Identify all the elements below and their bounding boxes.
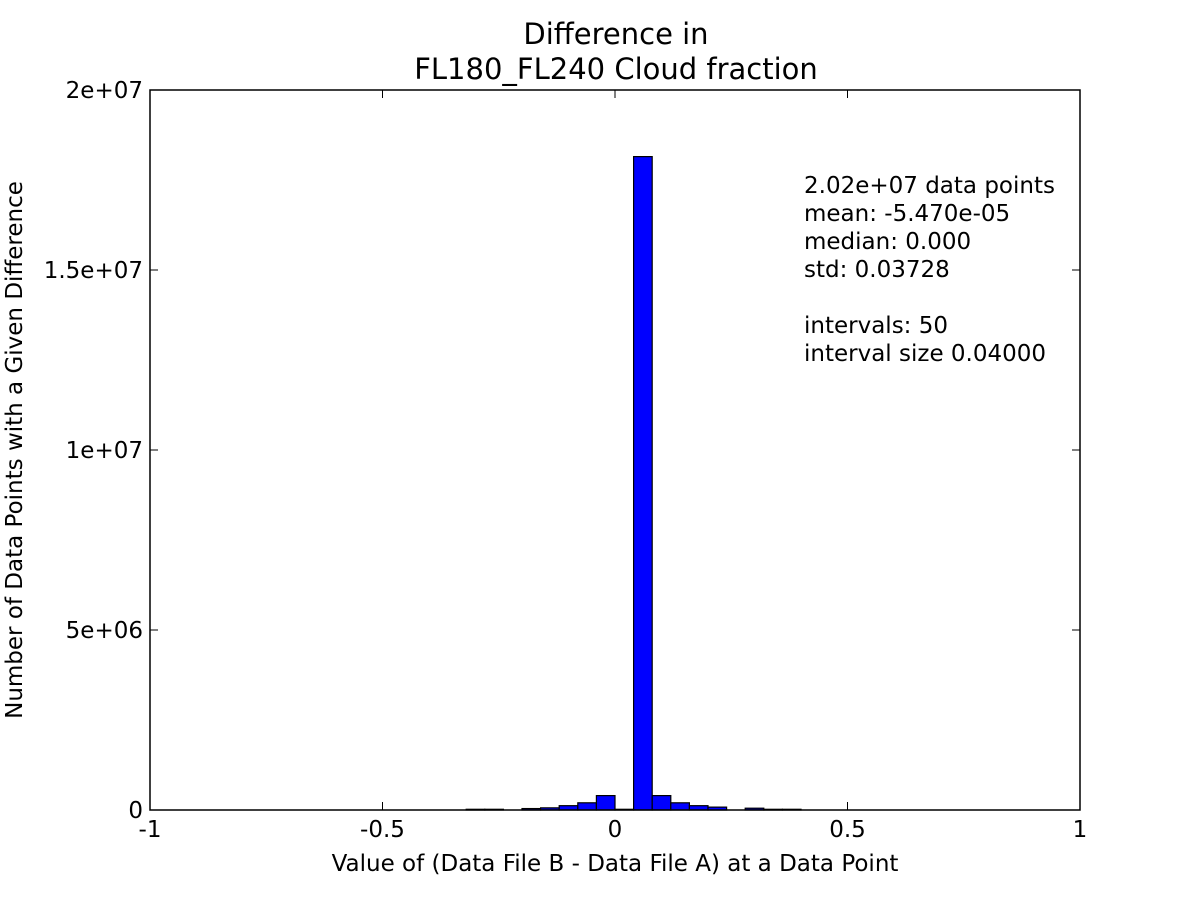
chart-title-line-2: FL180_FL240 Cloud fraction [414, 52, 818, 86]
y-axis-ticks: 0 5e+06 1e+07 1.5e+07 2e+07 [44, 78, 1080, 824]
y-tick-label: 1e+07 [66, 438, 143, 464]
histogram-bar [577, 802, 597, 811]
stats-line: median: 0.000 [804, 229, 971, 255]
x-tick-label: 0.5 [829, 817, 866, 843]
chart-title-line-1: Difference in [523, 17, 708, 51]
stats-line: intervals: 50 [804, 313, 948, 339]
x-tick-label: 1 [1073, 817, 1088, 843]
stats-line: mean: -5.470e-05 [804, 201, 1010, 227]
y-tick-label: 2e+07 [66, 78, 143, 104]
y-tick-label: 1.5e+07 [44, 258, 143, 284]
histogram-bar [670, 802, 690, 811]
stats-line: 2.02e+07 data points [804, 173, 1055, 199]
x-axis-label: Value of (Data File B - Data File A) at … [332, 851, 899, 877]
histogram-bars [465, 156, 802, 811]
chart-title: Difference in FL180_FL240 Cloud fraction [414, 17, 818, 86]
stats-line: interval size 0.04000 [804, 341, 1046, 367]
y-axis-label: Number of Data Points with a Given Diffe… [2, 181, 28, 719]
histogram-bar [595, 794, 616, 811]
histogram-bar [651, 794, 672, 811]
histogram-bar [632, 156, 653, 811]
x-axis-ticks: -1 -0.5 0 0.5 1 [139, 90, 1088, 843]
x-tick-label: -1 [139, 817, 162, 843]
y-tick-label: 5e+06 [66, 618, 143, 644]
stats-line: std: 0.03728 [804, 257, 950, 283]
y-tick-label: 0 [128, 798, 143, 824]
x-tick-label: 0 [608, 817, 623, 843]
x-tick-label: -0.5 [360, 817, 405, 843]
